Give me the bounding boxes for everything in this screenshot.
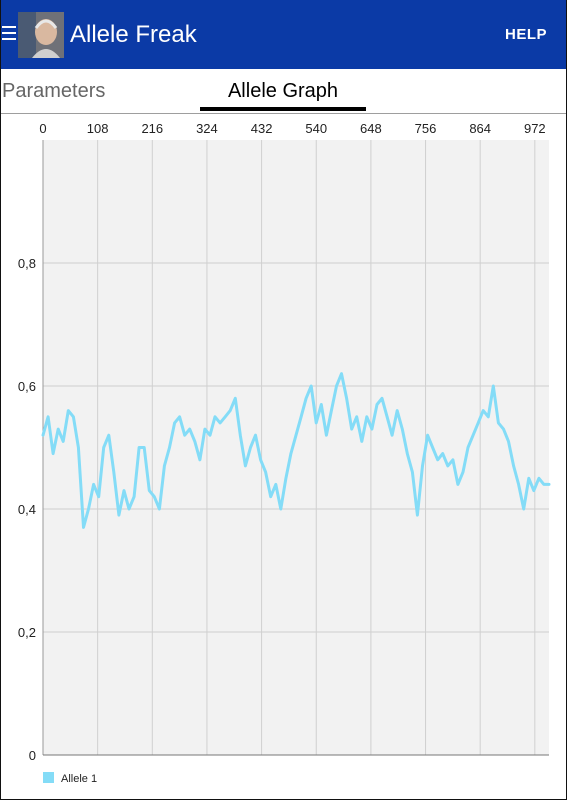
plot-background [43,140,549,755]
x-tick-label: 864 [469,121,491,136]
series-line-allele-1 [41,372,551,529]
tab-parameters[interactable]: Parameters [2,80,106,102]
hamburger-icon[interactable] [2,26,16,44]
allele-line-chart: 0 108 216 324 432 540 648 756 864 972 0 0,2 0,4 0,6 0,… [18,121,551,785]
tab-bar: Parameters Allele Graph [0,69,567,114]
profile-avatar[interactable] [18,12,64,58]
tab-selected-indicator [200,107,366,111]
y-tick-label: 0,2 [18,625,36,640]
y-tick-label: 0,4 [18,502,36,517]
x-tick-label: 972 [524,121,546,136]
app-title: Allele Freak [70,21,197,48]
tab-allele-graph[interactable]: Allele Graph [227,80,339,102]
x-tick-label: 648 [360,121,382,136]
legend-swatch [43,772,54,783]
y-tick-label: 0,6 [18,379,36,394]
app-bar: Allele Freak HELP [0,0,567,69]
legend-label: Allele 1 [61,773,97,785]
x-tick-label: 540 [305,121,327,136]
x-tick-label: 0 [39,121,46,136]
y-tick-label: 0 [29,748,36,763]
help-button[interactable]: HELP [504,26,547,43]
x-tick-label: 324 [196,121,218,136]
x-tick-label: 432 [251,121,273,136]
x-tick-label: 756 [415,121,437,136]
x-tick-label: 216 [141,121,163,136]
x-tick-label: 108 [87,121,109,136]
y-tick-label: 0,8 [18,256,36,271]
